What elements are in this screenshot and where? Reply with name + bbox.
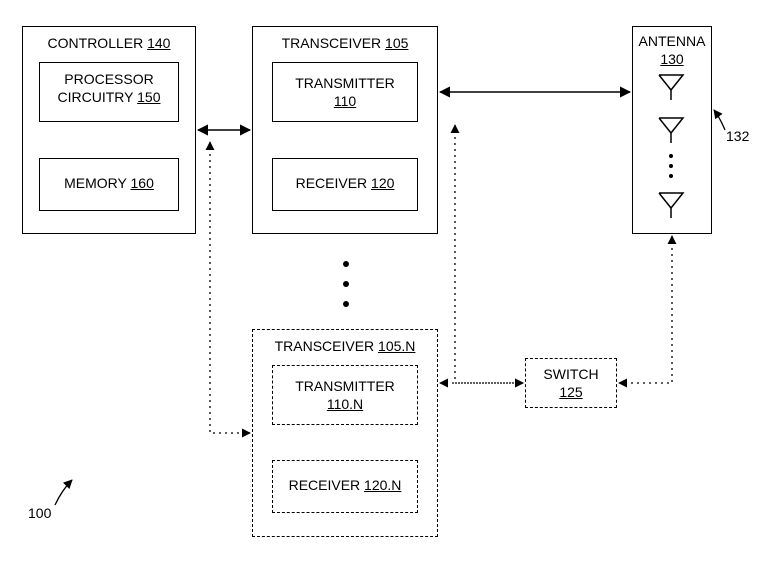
transceiver-n-ref: 105.N [378,338,415,354]
transmitter-n-title-text: TRANSMITTER [295,378,395,394]
processor-label: PROCESSOR CIRCUITRY 150 [40,71,178,106]
vdot-icon [343,261,349,267]
controller-title-text: CONTROLLER [48,35,144,51]
transmitter-n-box: TRANSMITTER 110.N [272,365,418,425]
receiver-label: RECEIVER 120 [273,175,417,193]
receiver-ref: 120 [371,175,394,191]
receiver-n-label: RECEIVER 120.N [273,477,417,495]
transmitter-label: TRANSMITTER 110 [273,75,417,110]
controller-ref: 140 [147,35,170,51]
transmitter-n-label: TRANSMITTER 110.N [273,378,417,413]
vdot-icon [669,174,673,178]
diagram-ref-label: 100 [28,505,51,521]
memory-label: MEMORY 160 [40,175,178,193]
switch-label: SWITCH 125 [526,366,616,401]
receiver-box: RECEIVER 120 [272,158,418,211]
processor-ref: 150 [137,89,160,105]
diagram-ref-text: 100 [28,505,51,521]
vdot-icon [343,301,349,307]
receiver-n-title-text: RECEIVER [289,477,361,493]
antenna-icon [656,115,686,145]
processor-box: PROCESSOR CIRCUITRY 150 [39,62,179,122]
antenna-title: ANTENNA 130 [633,33,711,68]
antenna-ptr-text: 132 [726,128,749,144]
transmitter-n-ref: 110.N [327,396,363,412]
receiver-n-ref: 120.N [364,477,401,493]
antenna-title-text: ANTENNA [639,33,706,49]
transceiver-title: TRANSCEIVER 105 [253,35,437,53]
vdot-icon [343,281,349,287]
memory-box: MEMORY 160 [39,158,179,211]
receiver-n-box: RECEIVER 120.N [272,460,418,513]
antenna-icon [656,72,686,102]
switch-box: SWITCH 125 [525,358,617,408]
transmitter-ref: 110 [334,93,356,109]
transceiver-title-text: TRANSCEIVER [282,35,382,51]
edge-transceiver-switch [455,125,523,383]
transmitter-box: TRANSMITTER 110 [272,62,418,122]
pointer-antenna-ref [714,110,725,130]
transceiver-ref: 105 [385,35,408,51]
vdot-icon [669,154,673,158]
edge-switch-antenna [619,236,672,383]
transmitter-title-text: TRANSMITTER [295,75,395,91]
vdot-icon [669,164,673,168]
antenna-ptr-label: 132 [726,128,749,144]
transceiver-n-title: TRANSCEIVER 105.N [253,338,437,356]
memory-ref: 160 [131,175,154,191]
antenna-ref: 130 [660,51,683,67]
memory-title-text: MEMORY [64,175,127,191]
pointer-diagram-ref [55,480,72,505]
transceiver-n-title-text: TRANSCEIVER [275,338,375,354]
switch-title-text: SWITCH [543,366,598,382]
edge-controller-transceiver-n [210,142,250,433]
switch-ref: 125 [559,384,582,400]
antenna-icon [656,190,686,220]
receiver-title-text: RECEIVER [296,175,368,191]
controller-title: CONTROLLER 140 [23,35,195,53]
